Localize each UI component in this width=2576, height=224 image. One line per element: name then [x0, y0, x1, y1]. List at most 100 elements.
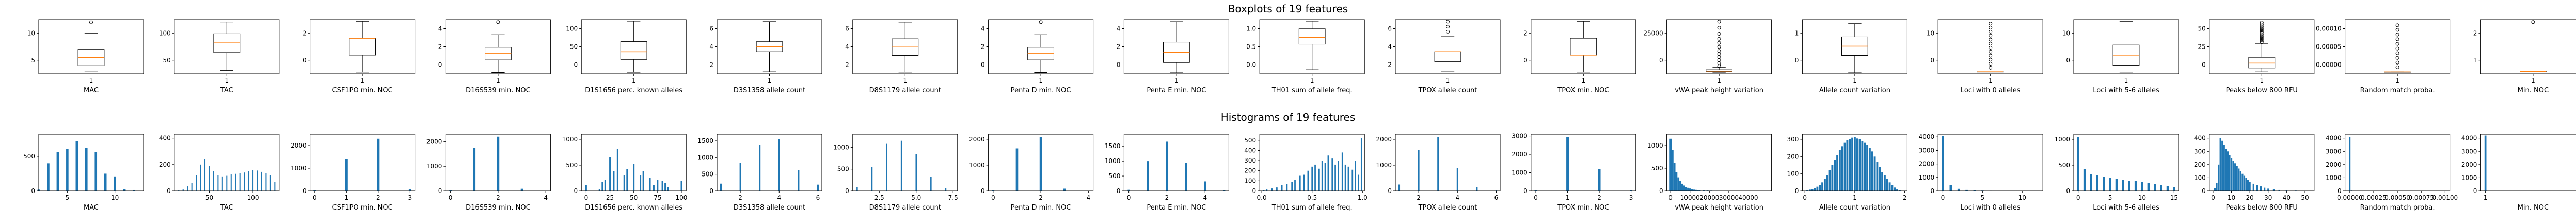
y-tick-label: 2 [981, 43, 985, 51]
y-tick-label: 0 [303, 187, 307, 195]
y-tick-label: 0 [2473, 187, 2477, 195]
histogram-bar [1691, 189, 1693, 191]
outlier-point [1989, 58, 1993, 62]
y-tick-label: 0 [981, 61, 985, 69]
outlier-point [1717, 26, 1721, 30]
histogram-bar [1311, 166, 1313, 191]
y-tick-label: 300 [2194, 148, 2206, 155]
histogram-panel: 0 2 4 0 1000 2000 Penta D min. NOC [969, 134, 1094, 212]
x-tick-label: 0 [584, 194, 589, 201]
histogram-bar [1886, 179, 1888, 191]
histogram-bar [1898, 190, 1901, 191]
x-tick-label: 100 [676, 194, 688, 201]
histogram-bar [1826, 175, 1828, 191]
histogram-bar [209, 166, 210, 191]
y-tick-label: 400 [159, 135, 171, 142]
histogram-bar [235, 173, 236, 191]
x-tick-label: 1 [1717, 77, 1721, 84]
histogram-bar [1973, 190, 1976, 191]
histogram-bar [217, 175, 219, 191]
y-tick-label: 1000 [562, 136, 578, 143]
x-tick-label: 0 [313, 194, 317, 201]
y-tick-label: 1000 [697, 154, 713, 161]
boxplot-panel: 1 2 4 6 TPOX allele count [1388, 19, 1501, 94]
histogram-bar [1281, 185, 1283, 191]
histogram-bar [1866, 145, 1868, 191]
y-tick-label: 500 [2058, 162, 2070, 169]
x-tick-label: 1 [2484, 194, 2488, 201]
x-tick-label: 1 [1581, 77, 1585, 84]
histogram-bar [1318, 168, 1320, 191]
outlier-point [1039, 20, 1043, 24]
y-tick-label: 100 [159, 29, 171, 37]
histogram-bar [1063, 188, 1066, 191]
y-tick-label: 1000 [833, 143, 849, 151]
histogram-bar [2219, 138, 2221, 191]
histogram-bar [1321, 161, 1323, 191]
histogram-bar [1338, 161, 1339, 191]
x-tick-label: 1 [1853, 77, 1857, 84]
histogram-bar [1846, 140, 1849, 191]
x-tick-label: 4 [777, 194, 781, 201]
histogram-bar [1838, 150, 1841, 191]
x-axis-label: TAC [220, 87, 233, 94]
y-tick-label: 0.00005 [2316, 43, 2342, 51]
histogram-bar [1685, 187, 1688, 191]
histogram-bar [1942, 136, 1944, 191]
x-tick-label: 4 [1087, 194, 1091, 201]
x-tick-label: 50 [2301, 194, 2309, 201]
boxplot-panel: 1 0 50 100 D1S1656 perc. known alleles [566, 19, 687, 94]
x-axis-label: D8S1179 allele count [869, 204, 941, 212]
histogram-row-title: Histograms of 19 features [1221, 111, 1356, 123]
histogram-bar [2260, 186, 2262, 191]
histogram-bar [661, 181, 663, 191]
histogram-bar [1344, 164, 1346, 191]
histogram-bar [182, 189, 184, 191]
x-tick-label: 2 [496, 194, 500, 201]
outlier-point [496, 20, 500, 24]
outlier-point [1989, 22, 1993, 26]
histogram-bar [1695, 189, 1697, 191]
y-tick-label: 500 [23, 153, 35, 160]
outlier-point [2260, 36, 2264, 40]
histogram-bar [204, 159, 206, 191]
histogram-bar [601, 182, 603, 191]
y-tick-label: 1000 [2326, 174, 2342, 181]
y-tick-label: 3000 [1919, 147, 1935, 154]
y-tick-label: 1000 [1105, 157, 1121, 165]
y-tick-label: 4 [438, 25, 442, 33]
y-tick-label: 200 [1787, 153, 1799, 160]
histogram-bar [2122, 180, 2124, 191]
histogram-bar [1630, 190, 1633, 191]
x-tick-label: 5 [66, 194, 70, 201]
histogram-bar [2103, 177, 2105, 191]
x-axis-label: MAC [84, 204, 99, 212]
y-tick-label: 0.5 [1246, 43, 1256, 51]
x-tick-label: 20000 [1699, 194, 1719, 201]
x-axis-label: Random match proba. [2360, 87, 2435, 94]
y-tick-label: 0 [438, 187, 442, 195]
histogram-bar [2245, 178, 2247, 191]
y-tick-label: 100 [1244, 177, 1256, 184]
histogram-bar [187, 186, 188, 191]
outlier-point [1989, 66, 1993, 70]
outlier-point [1717, 31, 1721, 36]
x-axis-label: TH01 sum of allele freq. [1271, 204, 1353, 212]
histogram-bar [1853, 137, 1856, 191]
histogram-bar [2285, 190, 2287, 191]
histogram-bar [2115, 179, 2118, 191]
y-tick-label: 1 [1795, 29, 1799, 37]
y-tick-label: 0 [1523, 57, 1528, 64]
y-tick-label: 2000 [2461, 161, 2477, 168]
outlier-point [2531, 20, 2535, 24]
x-tick-label: 3 [1629, 194, 1633, 201]
y-tick-label: 10 [27, 29, 35, 37]
outlier-point [1989, 29, 1993, 34]
axes-frame [445, 19, 551, 74]
y-tick-label: 2 [438, 43, 442, 51]
x-axis-label: Allele count variation [1819, 87, 1890, 94]
y-tick-label: 1500 [1105, 142, 1121, 150]
y-tick-label: 0 [438, 61, 442, 69]
y-tick-label: 1500 [697, 137, 713, 145]
